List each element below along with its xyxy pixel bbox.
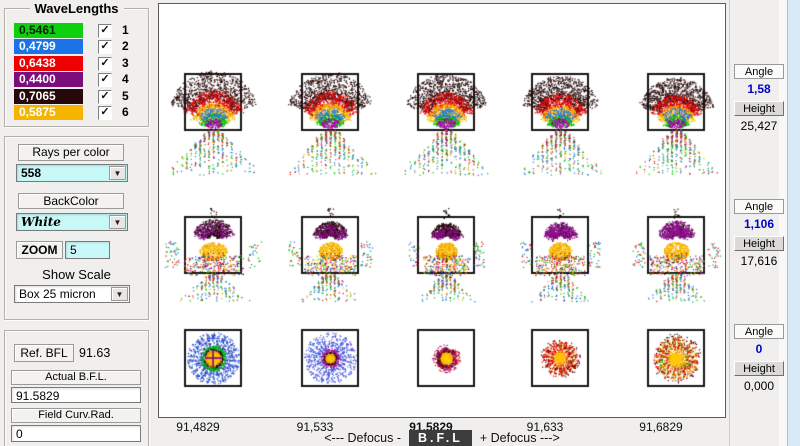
show-scale-label: Show Scale <box>42 267 111 282</box>
angle-value: 1,106 <box>743 217 775 231</box>
actual-bfl-header: Actual B.F.L. <box>11 370 141 385</box>
spot-diagram-cell <box>621 52 725 182</box>
spot-diagram-cell <box>505 195 615 325</box>
wavelength-index: 4 <box>122 72 129 87</box>
wavelength-checkbox[interactable]: ✓ <box>98 40 112 55</box>
wavelength-value: 0,4400 <box>14 72 83 88</box>
wavelength-checkbox[interactable]: ✓ <box>98 106 112 120</box>
wavelength-value: 0,6438 <box>14 55 83 71</box>
angle-label: Angle <box>734 199 784 214</box>
rays-per-color-value: 558 <box>21 166 42 180</box>
wavelength-row: 0,5875 ✓ 6 <box>14 105 144 120</box>
ref-bfl-button[interactable]: Ref. BFL <box>14 344 74 362</box>
spot-diagram-plot <box>158 3 726 418</box>
actual-bfl-input[interactable]: 91.5829 <box>11 387 141 403</box>
wavelengths-title: WaveLengths <box>29 1 124 16</box>
rays-per-color-button[interactable]: Rays per color <box>18 144 124 161</box>
wavelength-checkbox[interactable]: ✓ <box>98 24 112 38</box>
spot-diagram-cell <box>275 195 385 325</box>
spot-diagram-cell <box>159 52 268 182</box>
defocus-caption-right: + Defocus ---> <box>479 431 560 445</box>
spot-diagram-cell <box>391 52 501 182</box>
field-curv-rad-header: Field Curv.Rad. <box>11 408 141 423</box>
height-label: Height <box>734 236 784 251</box>
spot-diagram-cell <box>159 195 268 325</box>
wavelength-index: 1 <box>122 23 129 37</box>
zoom-button[interactable]: ZOOM <box>16 241 63 259</box>
spot-diagram-cell <box>621 195 725 325</box>
spot-diagram-cell <box>275 308 385 417</box>
wavelength-row: 0,4799 ✓ 2 <box>14 39 144 55</box>
zoom-input[interactable]: 5 <box>65 241 110 259</box>
wavelength-checkbox[interactable]: ✓ <box>98 89 112 104</box>
spot-diagram-cell <box>391 308 501 417</box>
field-point-group: Angle 1,106 Height 17,616 <box>734 199 784 273</box>
spot-diagram-cell <box>621 308 725 417</box>
height-value: 25,427 <box>740 119 778 133</box>
chevron-down-icon[interactable]: ▼ <box>111 287 128 301</box>
chevron-down-icon[interactable]: ▼ <box>109 215 126 229</box>
ref-bfl-value: 91.63 <box>79 346 111 360</box>
controls-group: Rays per color 558 ▼ BackColor White ▼ Z… <box>4 136 149 320</box>
field-point-group: Angle 0 Height 0,000 <box>734 324 784 398</box>
bfl-badge: B.F.L <box>409 430 472 446</box>
show-scale-value: Box 25 micron <box>19 287 96 301</box>
defocus-tick-label: 91,6829 <box>639 420 683 434</box>
field-curv-rad-input[interactable]: 0 <box>11 425 141 442</box>
angle-label: Angle <box>734 324 784 339</box>
defocus-caption: <--- Defocus - B.F.L + Defocus ---> <box>158 430 726 446</box>
show-scale-select[interactable]: Box 25 micron ▼ <box>14 285 130 303</box>
field-point-group: Angle 1,58 Height 25,427 <box>734 64 784 138</box>
defocus-tick-label: 91,633 <box>526 420 564 434</box>
spot-diagram-cell <box>391 195 501 325</box>
spot-diagram-cell <box>159 308 268 417</box>
bfl-group: Ref. BFL 91.63 Actual B.F.L. 91.5829 Fie… <box>4 330 149 446</box>
chevron-down-icon[interactable]: ▼ <box>109 166 126 180</box>
wavelength-value: 0,5875 <box>14 105 83 120</box>
backcolor-select[interactable]: White ▼ <box>16 213 128 231</box>
wavelength-checkbox[interactable]: ✓ <box>98 56 112 71</box>
height-label: Height <box>734 361 784 376</box>
angle-value: 0 <box>755 342 763 356</box>
wavelength-value: 0,5461 <box>14 23 83 38</box>
wavelength-row: 0,7065 ✓ 5 <box>14 88 144 104</box>
rays-per-color-select[interactable]: 558 ▼ <box>16 164 128 182</box>
wavelength-value: 0,4799 <box>14 39 83 55</box>
angle-label: Angle <box>734 64 784 79</box>
spot-diagram-cell <box>505 308 615 417</box>
defocus-tick-label: 91,533 <box>296 420 334 434</box>
wavelength-index: 6 <box>122 105 129 119</box>
spot-diagram-cell <box>275 52 385 182</box>
spot-diagram-cell <box>505 52 615 182</box>
wavelength-index: 5 <box>122 88 129 103</box>
wavelength-row: 0,6438 ✓ 3 <box>14 55 144 71</box>
wavelength-value: 0,7065 <box>14 88 83 104</box>
wavelength-checkbox[interactable]: ✓ <box>98 73 112 88</box>
panel-divider <box>729 0 730 446</box>
angle-value: 1,58 <box>747 82 771 96</box>
defocus-caption-left: <--- Defocus - <box>324 431 401 445</box>
wavelength-row: 0,4400 ✓ 4 <box>14 72 144 88</box>
backcolor-value: White <box>21 215 61 229</box>
wavelength-index: 3 <box>122 55 129 70</box>
defocus-tick-label: 91,4829 <box>176 420 220 434</box>
height-value: 0,000 <box>743 379 775 393</box>
wavelengths-group: WaveLengths 0,5461 ✓ 1 0,4799 ✓ 2 0,6438 ✓ 3 0,44… <box>4 1 149 127</box>
height-label: Height <box>734 101 784 116</box>
window-edge-strip <box>787 0 800 446</box>
height-value: 17,616 <box>740 254 778 268</box>
wavelength-index: 2 <box>122 39 129 54</box>
window-edge <box>779 0 787 446</box>
backcolor-button[interactable]: BackColor <box>18 193 124 209</box>
wavelength-row: 0,5461 ✓ 1 <box>14 23 144 38</box>
